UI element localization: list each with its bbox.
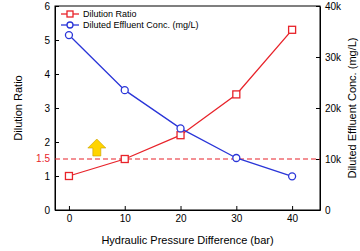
marker — [65, 32, 72, 39]
tick: 5 — [44, 35, 59, 46]
tick-label: 10 — [120, 213, 132, 224]
tick: 40k — [316, 1, 342, 12]
tick-label: 3 — [44, 103, 50, 114]
tick-mark — [316, 108, 320, 109]
tick: 3 — [44, 103, 59, 114]
tick: 0 — [67, 206, 73, 224]
tick-label: 0 — [325, 205, 331, 216]
marker — [65, 173, 72, 180]
tick-label: 30 — [231, 213, 243, 224]
tick: 20k — [316, 103, 342, 114]
y-axis: 0 1 2 3 4 5 6 — [44, 1, 59, 216]
y2-axis-title: Diluted Effluent Conc. (mg/L) — [346, 37, 358, 178]
tick-label: 2 — [44, 137, 50, 148]
tick: 0 — [316, 205, 331, 216]
tick-mark — [181, 206, 182, 210]
tick-mark — [55, 74, 59, 75]
tick-mark — [125, 206, 126, 210]
legend-marker — [67, 22, 73, 28]
x-axis: 0 10 20 30 40 — [56, 206, 321, 224]
tick-mark — [316, 6, 320, 7]
marker — [121, 87, 128, 94]
tick: 1 — [44, 171, 59, 182]
tick-mark — [292, 206, 293, 210]
tick-label: 5 — [44, 35, 50, 46]
tick-label: 10k — [325, 154, 342, 165]
tick: 6 — [44, 1, 59, 12]
tick-mark — [55, 142, 59, 143]
x-axis-title: Hydraulic Pressure Difference (bar) — [101, 234, 273, 246]
marker — [289, 173, 296, 180]
tick: 20 — [175, 206, 187, 224]
tick-label: 0 — [44, 205, 50, 216]
tick-mark — [316, 57, 320, 58]
tick: 0 — [44, 205, 59, 216]
marker — [177, 132, 184, 139]
x-axis-line — [56, 210, 321, 211]
tick-mark — [55, 40, 59, 41]
reference-line — [55, 158, 320, 159]
reference-label: 1.5 — [36, 153, 50, 164]
tick-mark — [55, 6, 59, 7]
tick-label: 0 — [67, 213, 73, 224]
series-line — [69, 35, 292, 176]
tick-label: 20k — [325, 103, 342, 114]
marker — [289, 26, 296, 33]
tick: 4 — [44, 69, 59, 80]
y2-axis: 0 10k 20k 30k 40k — [316, 1, 342, 216]
tick-mark — [55, 176, 59, 177]
tick: 30 — [231, 206, 243, 224]
tick-label: 40k — [325, 1, 342, 12]
tick-label: 1 — [44, 171, 50, 182]
chart: 0 10 20 30 40 0 1 2 3 4 5 6 0 10k 20k 30k 40k Hydraulic P… — [0, 0, 360, 251]
tick: 10 — [120, 206, 132, 224]
marker — [233, 154, 240, 161]
tick-mark — [316, 210, 320, 211]
plot-area — [55, 26, 320, 180]
marker — [233, 91, 240, 98]
tick-mark — [55, 210, 59, 211]
y2-axis-line — [320, 7, 321, 211]
tick-label: 40 — [287, 213, 299, 224]
tick-mark — [69, 206, 70, 210]
tick-mark — [55, 108, 59, 109]
y-axis-title: Dilution Ratio — [12, 75, 24, 140]
legend-marker — [67, 11, 73, 17]
legend-label: Dilution Ratio — [83, 9, 137, 19]
tick-label: 6 — [44, 1, 50, 12]
legend-label: Diluted Effluent Conc. (mg/L) — [83, 20, 198, 30]
tick-mark — [236, 206, 237, 210]
tick: 40 — [287, 206, 299, 224]
tick-label: 30k — [325, 52, 342, 63]
marker — [121, 156, 128, 163]
series-line — [69, 30, 292, 176]
tick: 2 — [44, 137, 59, 148]
marker — [177, 125, 184, 132]
tick-label: 20 — [175, 213, 187, 224]
legend: Dilution RatioDiluted Effluent Conc. (mg… — [61, 9, 198, 30]
tick-label: 4 — [44, 69, 50, 80]
tick: 30k — [316, 52, 342, 63]
plot-frame — [55, 6, 320, 210]
arrow — [88, 139, 106, 156]
